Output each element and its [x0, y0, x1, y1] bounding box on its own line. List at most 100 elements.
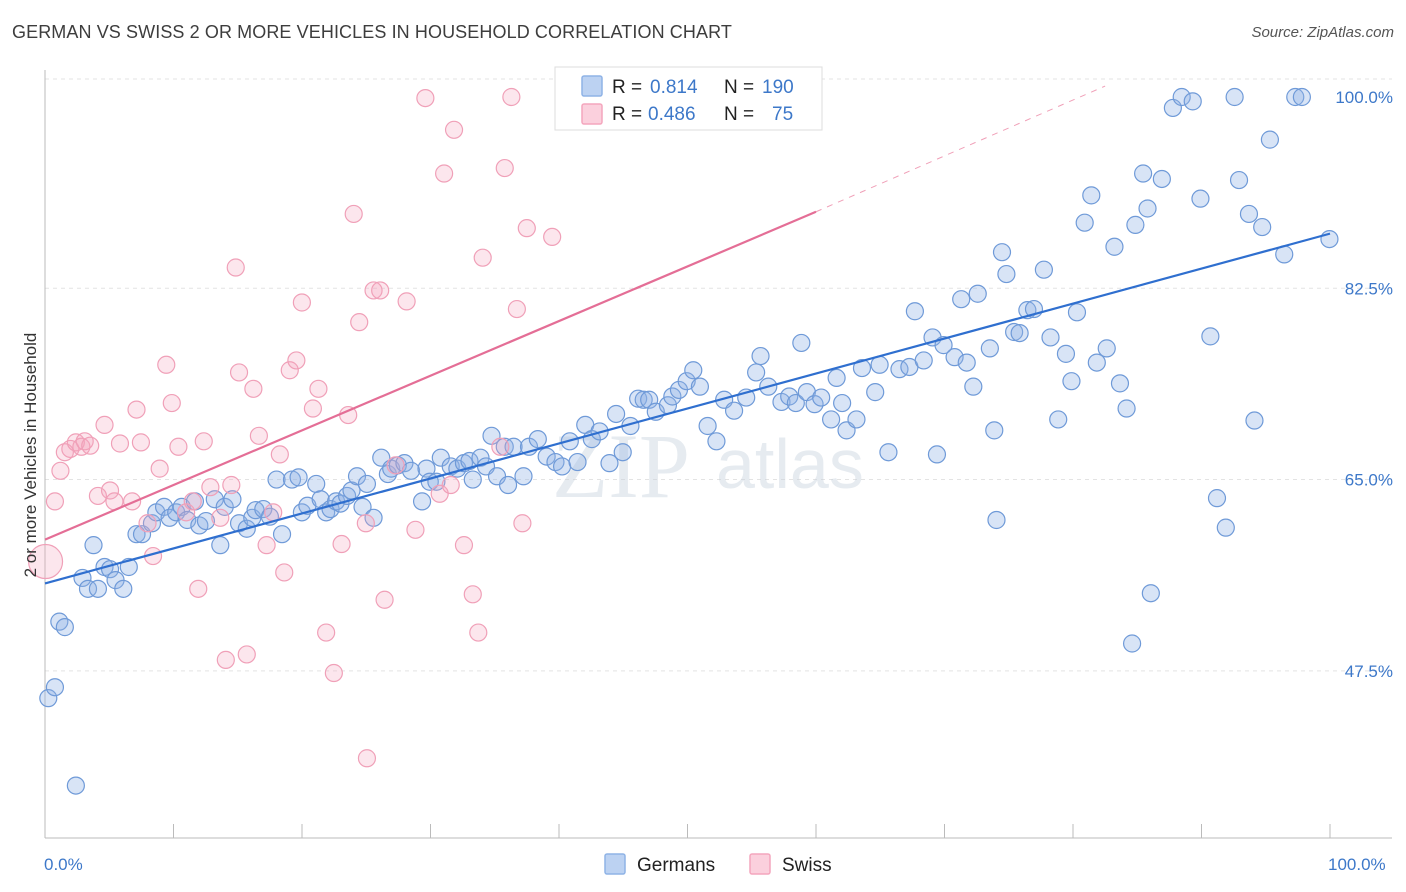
- germans-point: [663, 387, 682, 406]
- swiss-points: [27, 87, 562, 768]
- germans-point: [1087, 353, 1106, 372]
- swiss-point: [150, 459, 169, 478]
- germans-point: [992, 243, 1012, 262]
- germans-point: [847, 410, 866, 429]
- germans-point: [1141, 584, 1160, 603]
- watermark-atlas: atlas: [716, 425, 864, 503]
- legend-swatch-swiss: [581, 103, 603, 125]
- swiss-point: [292, 293, 311, 312]
- germans-point: [1034, 260, 1053, 279]
- germans-point: [1062, 372, 1081, 391]
- germans-point: [997, 264, 1016, 284]
- swiss-point: [303, 399, 323, 418]
- germans-point: [463, 470, 482, 489]
- germans-point: [1010, 323, 1029, 343]
- germans-point: [1229, 170, 1249, 190]
- swiss-point: [122, 492, 142, 511]
- chart-title: GERMAN VS SWISS 2 OR MORE VEHICLES IN HO…: [12, 22, 732, 42]
- germans-trendline: [44, 232, 1331, 585]
- germans-point: [1110, 374, 1130, 393]
- swiss-point: [211, 508, 230, 527]
- germans-point: [1286, 87, 1305, 107]
- swiss-point: [375, 590, 394, 609]
- swiss-point: [287, 351, 306, 370]
- swiss-point: [371, 281, 390, 300]
- y-axis-title: 2 or more Vehicles in Household: [21, 333, 40, 578]
- swiss-point: [397, 292, 416, 311]
- germans-point: [852, 358, 872, 378]
- germans-point: [914, 351, 933, 370]
- swiss-point: [309, 379, 328, 398]
- germans-point: [1245, 411, 1264, 430]
- germans-point: [613, 443, 632, 462]
- legend-n-label-swiss: N =: [724, 104, 754, 125]
- swiss-point: [95, 415, 114, 434]
- swiss-point: [350, 313, 369, 332]
- germans-point: [866, 383, 885, 402]
- germans-point: [66, 776, 85, 795]
- swiss-point: [364, 281, 383, 300]
- swiss-point: [324, 663, 343, 683]
- germans-point: [1067, 303, 1087, 322]
- swiss-point: [406, 520, 425, 539]
- swiss-point: [454, 536, 474, 555]
- germans-point: [45, 678, 65, 697]
- germans-point: [1239, 204, 1259, 224]
- germans-point: [1260, 130, 1280, 149]
- germans-point: [1097, 339, 1116, 358]
- germans-point: [957, 353, 976, 372]
- germans-point: [401, 461, 421, 480]
- germans-point: [812, 388, 831, 407]
- swiss-point: [275, 563, 294, 582]
- germans-point: [552, 457, 572, 476]
- germans-point: [1201, 327, 1220, 346]
- germans-point: [1292, 87, 1311, 107]
- germans-point: [460, 451, 479, 471]
- germans-point: [514, 467, 533, 486]
- germans-point: [1082, 186, 1101, 205]
- germans-point: [357, 474, 377, 494]
- germans-point: [747, 363, 766, 382]
- germans-point: [964, 377, 983, 396]
- swiss-point: [502, 87, 521, 107]
- swiss-point: [435, 164, 454, 183]
- germans-point: [1117, 399, 1136, 418]
- germans-point: [1172, 87, 1191, 107]
- swiss-point: [222, 475, 241, 495]
- swiss-point: [177, 503, 196, 522]
- germans-point: [412, 492, 432, 511]
- germans-point: [211, 536, 230, 555]
- swiss-point: [216, 650, 235, 669]
- germans-point: [568, 452, 587, 472]
- germans-point: [1005, 322, 1024, 342]
- swiss-point: [100, 481, 120, 500]
- germans-point: [114, 579, 133, 598]
- swiss-point: [495, 158, 514, 178]
- germans-point: [827, 368, 846, 388]
- germans-point: [968, 284, 987, 303]
- germans-point: [142, 514, 162, 533]
- swiss-point: [81, 436, 100, 455]
- germans-point: [879, 443, 898, 462]
- germans-point: [289, 468, 308, 487]
- germans-point: [1049, 410, 1068, 429]
- source-label: Source: ZipAtlas.com: [1251, 24, 1394, 41]
- swiss-point: [45, 492, 65, 511]
- swiss-point: [280, 361, 299, 380]
- germans-point: [282, 470, 302, 489]
- germans-point: [1138, 199, 1157, 218]
- germans-point: [1122, 634, 1142, 653]
- legend-r-germans: 0.814: [650, 77, 698, 98]
- germans-point: [805, 395, 824, 414]
- legend-r-swiss: 0.486: [648, 104, 696, 125]
- germans-point: [1105, 237, 1124, 256]
- swiss-point: [491, 437, 510, 456]
- legend-r-label-swiss: R =: [612, 104, 642, 125]
- bottom-legend: Germans Swiss: [604, 853, 832, 876]
- germans-point: [39, 689, 58, 708]
- swiss-point: [416, 88, 435, 108]
- swiss-point: [441, 475, 460, 495]
- germans-point: [88, 579, 108, 598]
- swiss-point: [237, 645, 256, 664]
